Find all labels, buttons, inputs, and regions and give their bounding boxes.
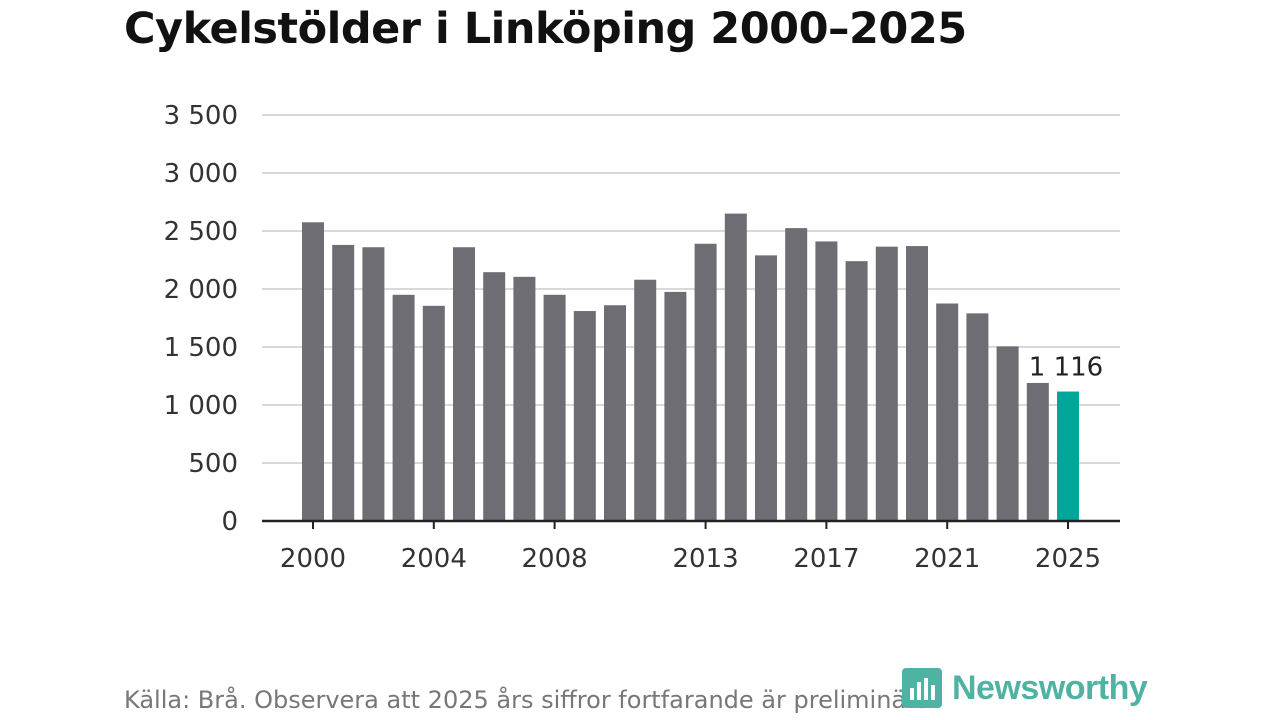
bar-2009 <box>573 311 596 521</box>
y-tick-label: 1 000 <box>164 391 238 421</box>
x-tick-label: 2017 <box>793 544 859 574</box>
y-tick-label: 3 500 <box>164 101 238 131</box>
bar-2022 <box>966 313 989 521</box>
brand-name: Newsworthy <box>952 668 1148 707</box>
bar-2021 <box>936 303 959 521</box>
x-tick-label: 2013 <box>673 544 739 574</box>
bar-2014 <box>724 213 747 521</box>
y-axis-ticks: 0 500 1 000 1 500 2 000 2 500 3 000 3 500 <box>164 101 238 537</box>
x-tick-label: 2004 <box>401 544 467 574</box>
x-tick-label: 2025 <box>1035 544 1101 574</box>
y-tick-label: 2 500 <box>164 217 238 247</box>
bar-2013 <box>694 243 717 521</box>
newsworthy-logo-icon <box>902 668 942 708</box>
chart-title: Cykelstölder i Linköping 2000–2025 <box>124 4 967 54</box>
bar-2024 <box>1026 382 1049 521</box>
brand-logo[interactable]: Newsworthy <box>902 668 1148 708</box>
bar-2001 <box>332 244 355 522</box>
bar-2015 <box>755 255 777 522</box>
y-tick-label: 1 500 <box>164 333 238 363</box>
bar-2025 <box>1057 391 1079 521</box>
bar-2018 <box>845 261 868 521</box>
y-tick-label: 500 <box>188 449 238 479</box>
y-tick-label: 3 000 <box>164 159 238 189</box>
bar-2010 <box>604 305 626 521</box>
x-tick-label: 2008 <box>522 544 588 574</box>
bar-2011 <box>634 279 657 521</box>
bar-2000 <box>302 222 324 522</box>
bar-2020 <box>906 246 928 521</box>
gridlines <box>262 114 1120 464</box>
bar-2012 <box>664 291 687 521</box>
bar-2002 <box>362 247 385 522</box>
bar-2023 <box>996 346 1019 521</box>
bar-2008 <box>543 294 566 521</box>
highlight-value-label: 1 116 <box>1029 353 1103 383</box>
bar-2006 <box>483 272 506 521</box>
data-labels: 1 116 <box>1029 353 1103 383</box>
bar-2004 <box>422 305 445 521</box>
x-tick-label: 2000 <box>280 544 346 574</box>
bar-2019 <box>875 246 898 521</box>
bar-2005 <box>453 247 475 522</box>
y-tick-label: 0 <box>221 507 238 537</box>
bar-2007 <box>513 276 536 521</box>
bar-2016 <box>785 228 808 521</box>
y-tick-label: 2 000 <box>164 275 238 305</box>
bars <box>302 213 1079 522</box>
x-axis-ticks: 2000 2004 2008 2013 2017 2021 2025 <box>280 521 1101 574</box>
bar-2003 <box>392 294 415 521</box>
source-note: Källa: Brå. Observera att 2025 års siffr… <box>124 686 939 714</box>
bar-2017 <box>815 241 838 521</box>
x-tick-label: 2021 <box>914 544 980 574</box>
